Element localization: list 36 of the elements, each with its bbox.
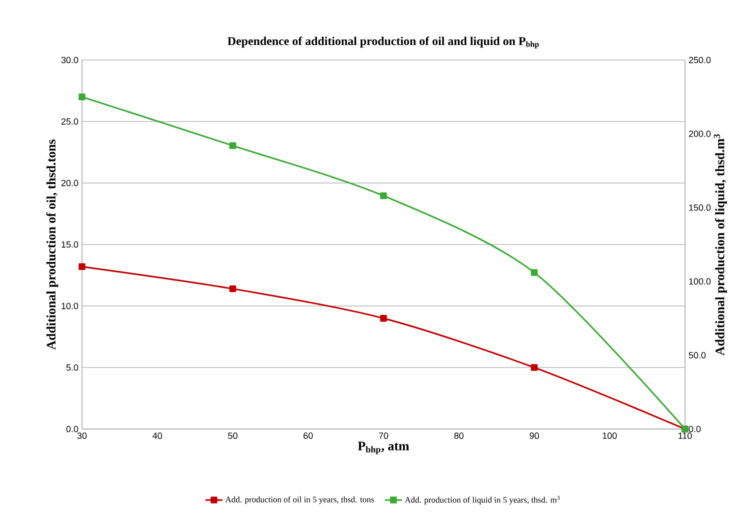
y-tick-label: 20.0	[61, 180, 78, 186]
y2-tick-label: 0.0	[688, 426, 701, 432]
legend-label: Add. production of oil in 5 years, thsd. tons	[225, 496, 374, 504]
point	[78, 94, 86, 100]
y-tick-label: 10.0	[62, 302, 78, 310]
point	[380, 192, 387, 200]
y2-axis-title: Additional production of liquid, thsd.m$^{3}$	[714, 134, 727, 356]
y2-tick-label: 250.0	[688, 56, 711, 64]
x-tick-label: 50	[228, 432, 238, 439]
y-tick-label: 0.0	[66, 426, 78, 432]
x-tick-label: 90	[530, 432, 539, 439]
x-tick-label: 80	[454, 432, 464, 439]
x-tick-label: 110	[678, 432, 692, 439]
y-tick-label: 15.0	[62, 241, 78, 248]
y2-tick-label: 200.0	[688, 130, 711, 137]
y-tick-label: 30.0	[61, 56, 78, 64]
y-tick-label: 5.0	[66, 364, 78, 371]
point	[229, 142, 236, 149]
chart-title: Dependence of additional production of oil and liquid on P$_{bhp}$	[228, 36, 539, 49]
legend-label: Add. production of liquid in 5 years, thsd. m$^{3}$	[404, 496, 560, 504]
x-axis-title: P$_{bhp}$, atm	[358, 442, 410, 454]
point	[380, 314, 387, 322]
x-tick-label: 100	[602, 432, 617, 439]
x-tick-label: 70	[378, 432, 388, 439]
point	[530, 364, 538, 371]
point	[229, 285, 236, 292]
y-axis-title: Additional production of oil, thsd.tons	[46, 140, 58, 350]
y-tick-label: 25.0	[61, 118, 78, 125]
y2-tick-label: 150.0	[689, 204, 711, 211]
x-tick-label: 30	[77, 432, 87, 439]
x-tick-label: 40	[152, 432, 162, 439]
point	[78, 263, 86, 270]
point	[530, 269, 538, 276]
y2-tick-label: 100.0	[689, 278, 711, 285]
x-tick-label: 60	[304, 432, 313, 439]
y2-tick-label: 50.0	[688, 352, 706, 358]
